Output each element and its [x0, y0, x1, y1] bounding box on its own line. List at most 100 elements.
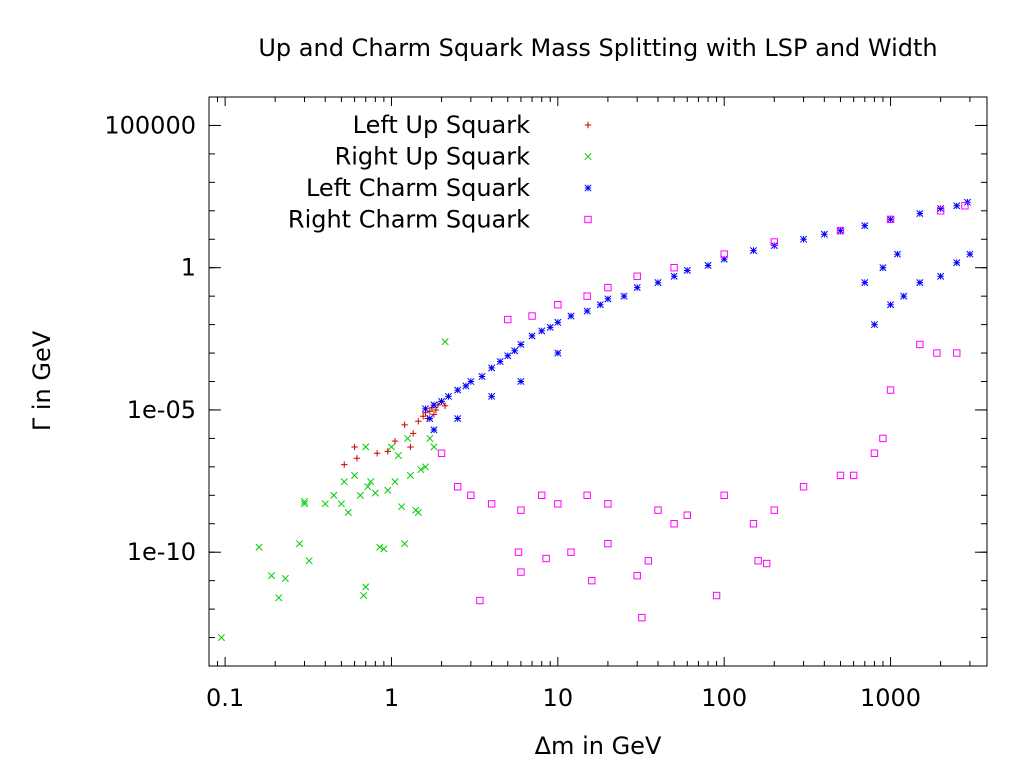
data-point	[720, 491, 728, 500]
x-tick-label: 100	[701, 684, 747, 712]
data-point	[441, 338, 449, 346]
data-point	[704, 261, 712, 270]
data-point	[670, 520, 678, 528]
data-point	[953, 349, 961, 357]
data-point	[255, 543, 263, 551]
data-point	[362, 443, 370, 451]
x-tick-label: 0.1	[206, 684, 244, 712]
data-point	[961, 202, 969, 210]
data-point	[341, 461, 348, 468]
data-point	[409, 430, 417, 437]
data-point	[916, 279, 924, 287]
data-point	[886, 215, 895, 224]
data-point	[517, 377, 525, 386]
data-point	[583, 307, 591, 315]
data-point	[401, 540, 409, 548]
data-point	[861, 279, 869, 287]
data-point	[546, 323, 554, 331]
data-point	[916, 340, 924, 349]
data-point	[517, 506, 525, 514]
data-point	[583, 292, 591, 300]
data-point	[394, 451, 402, 460]
legend-label: Right Charm Squark	[288, 206, 530, 234]
data-point	[376, 543, 384, 551]
data-point	[893, 250, 901, 258]
data-point	[953, 202, 961, 210]
data-point	[754, 557, 762, 565]
data-point	[488, 364, 496, 372]
data-point	[454, 414, 462, 423]
data-point	[554, 349, 562, 357]
data-point	[453, 483, 462, 491]
data-point	[517, 568, 525, 576]
data-point	[836, 226, 845, 235]
y-tick-label: 1	[181, 254, 196, 282]
data-point	[633, 272, 641, 280]
data-point	[567, 548, 575, 556]
data-point	[849, 471, 858, 480]
x-tick-label: 10	[543, 684, 574, 712]
data-point	[638, 613, 646, 622]
data-point	[391, 437, 399, 445]
data-point	[604, 539, 612, 548]
data-point	[351, 443, 358, 451]
data-point	[380, 545, 388, 553]
data-point	[683, 266, 691, 275]
data-point	[373, 450, 381, 457]
data-point	[861, 222, 869, 230]
data-point	[391, 478, 399, 486]
data-point	[654, 506, 662, 514]
data-point	[398, 503, 406, 511]
data-point	[936, 207, 945, 215]
data-point	[438, 397, 446, 405]
legend-marker	[584, 152, 592, 161]
data-point	[749, 247, 758, 255]
data-point	[430, 426, 438, 434]
data-point	[337, 500, 345, 508]
data-point	[670, 272, 678, 280]
data-point	[426, 434, 434, 442]
legend-marker	[584, 184, 592, 192]
data-point	[356, 491, 364, 499]
data-point	[467, 377, 475, 386]
data-point	[720, 250, 728, 258]
legend-marker	[584, 215, 592, 224]
data-point	[367, 478, 375, 486]
data-point	[879, 264, 887, 272]
data-point	[886, 215, 895, 223]
data-point	[426, 414, 434, 423]
data-point	[683, 511, 691, 519]
data-point	[419, 413, 427, 420]
data-point	[504, 315, 512, 324]
data-point	[330, 491, 338, 499]
points-layer	[217, 198, 974, 642]
data-point	[295, 540, 304, 548]
data-point	[467, 491, 475, 500]
data-point	[762, 559, 771, 568]
plot-frame	[208, 96, 988, 667]
data-point	[567, 312, 575, 320]
data-point	[596, 301, 604, 309]
data-point	[362, 583, 370, 591]
data-point	[454, 386, 462, 394]
data-point	[588, 576, 596, 585]
data-point	[583, 491, 591, 500]
data-point	[321, 500, 329, 508]
data-point	[462, 382, 470, 390]
data-point	[604, 295, 612, 303]
data-point	[554, 500, 562, 508]
data-point	[487, 500, 496, 508]
legend-label: Right Up Squark	[335, 143, 531, 171]
data-point	[353, 455, 361, 462]
data-point	[712, 591, 721, 600]
data-point	[432, 406, 440, 414]
data-point	[441, 402, 449, 409]
data-point	[417, 466, 425, 474]
data-point	[488, 392, 496, 400]
data-point	[430, 401, 438, 409]
data-point	[620, 292, 628, 300]
data-point	[886, 301, 895, 309]
data-point	[720, 255, 728, 263]
series-left-up-squark	[341, 398, 449, 468]
data-point	[542, 554, 550, 563]
